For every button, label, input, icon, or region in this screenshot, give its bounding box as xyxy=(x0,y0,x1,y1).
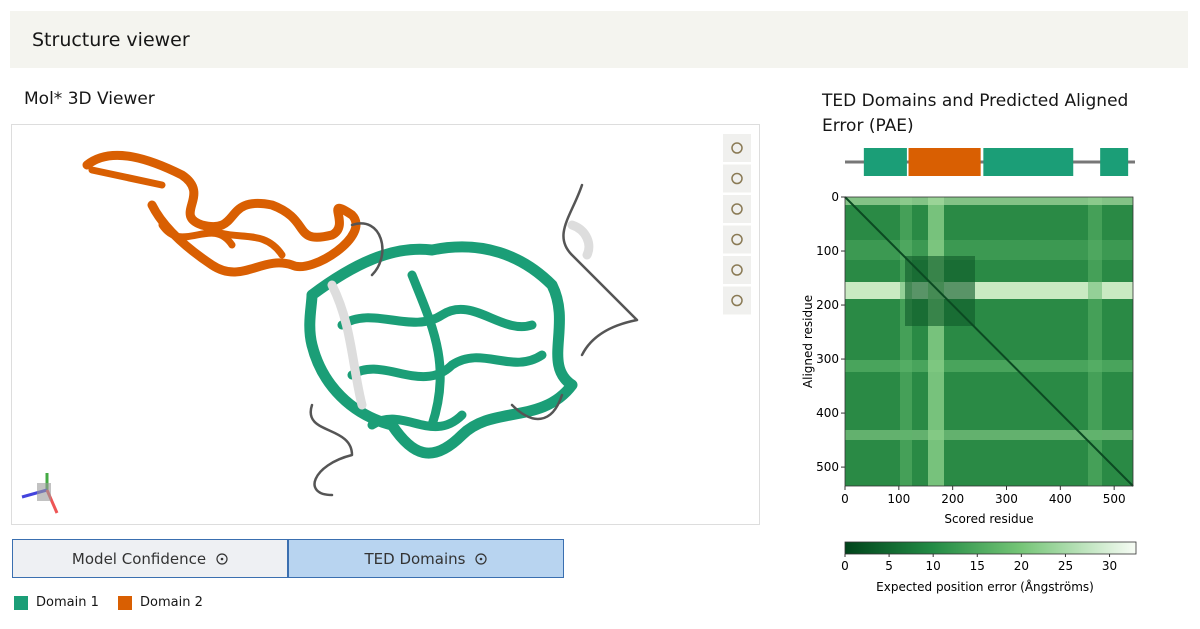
domain-2-ribbon xyxy=(88,166,286,259)
colorbar-tick-label: 10 xyxy=(926,559,941,573)
viewer-button[interactable] xyxy=(723,134,751,162)
button-icon xyxy=(731,203,743,215)
pae-title: TED Domains and Predicted Aligned Error … xyxy=(822,91,1129,136)
x-tick-label: 300 xyxy=(995,492,1018,506)
x-tick-label: 400 xyxy=(1049,492,1072,506)
viewer-title: Mol* 3D Viewer xyxy=(24,89,155,109)
colorbar-label: Expected position error (Ångströms) xyxy=(876,579,1094,594)
pae-heatmap xyxy=(844,196,1134,487)
axes-gizmo xyxy=(21,473,59,514)
button-icon xyxy=(731,233,743,246)
help-dot xyxy=(480,557,483,560)
y-tick-label: 400 xyxy=(816,406,839,420)
y-tick-label: 500 xyxy=(816,460,839,474)
button-icon xyxy=(731,264,743,276)
button-icon xyxy=(731,294,743,307)
button-icon xyxy=(731,172,743,185)
colorbar-tick-label: 0 xyxy=(841,559,849,573)
legend-label: Domain 2 xyxy=(140,595,203,610)
tab[interactable]: TED Domains xyxy=(288,539,564,578)
button-bg xyxy=(723,195,751,223)
legend-label: Domain 1 xyxy=(36,595,99,610)
colorbar-tick-label: 20 xyxy=(1014,559,1029,573)
button-bg xyxy=(723,256,751,284)
coil-ribbon xyxy=(327,220,594,410)
help-icon xyxy=(216,552,228,565)
viewer-button[interactable] xyxy=(723,164,751,193)
y-tick-label: 300 xyxy=(816,352,839,366)
domain-1-ribbon xyxy=(304,241,578,459)
help-circle xyxy=(475,552,488,565)
x-tick-label: 500 xyxy=(1103,492,1126,506)
x-tick-label: 0 xyxy=(841,492,849,506)
viewer-button[interactable] xyxy=(723,195,751,223)
colorbar-tick-label: 15 xyxy=(970,559,985,573)
legend-swatch xyxy=(118,595,132,610)
y-tick-label: 0 xyxy=(831,190,839,204)
legend-item: Domain 1 xyxy=(14,595,99,610)
button-bg xyxy=(723,225,751,254)
domain-2-ribbon xyxy=(82,150,361,277)
loop xyxy=(309,183,639,497)
colorbar-tick-label: 5 xyxy=(885,559,893,573)
viewer-button[interactable] xyxy=(723,286,751,315)
tab-label: TED Domains xyxy=(364,549,466,568)
viewer-button[interactable] xyxy=(723,225,751,254)
y-tick-label: 200 xyxy=(816,298,839,312)
button-bg xyxy=(723,164,751,193)
button-bg xyxy=(723,134,751,162)
mol-viewer[interactable] xyxy=(11,124,760,525)
domain-segment xyxy=(983,148,1074,176)
button-icon xyxy=(731,142,743,154)
header-title: Structure viewer xyxy=(32,29,190,51)
domain-segment xyxy=(908,148,981,176)
colorbar xyxy=(844,541,1137,555)
help-circle xyxy=(216,552,228,565)
tab[interactable]: Model Confidence xyxy=(12,539,288,578)
button-bg xyxy=(723,286,751,315)
legend-swatch xyxy=(14,595,28,610)
y-axis-label: Aligned residue xyxy=(801,295,815,388)
colorbar-tick-label: 30 xyxy=(1102,559,1117,573)
domain-segment xyxy=(1100,148,1129,176)
colorbar-tick-label: 25 xyxy=(1058,559,1073,573)
legend-item: Domain 2 xyxy=(118,595,203,610)
y-tick-label: 100 xyxy=(816,244,839,258)
molecule-view xyxy=(21,134,751,514)
x-axis-label: Scored residue xyxy=(944,512,1033,526)
header-bar: Structure viewer xyxy=(10,11,1188,68)
viewer-button[interactable] xyxy=(723,256,751,284)
domain-1-ribbon xyxy=(337,270,547,431)
domain-segment xyxy=(863,148,907,176)
tab-label: Model Confidence xyxy=(71,549,207,568)
x-tick-label: 100 xyxy=(887,492,910,506)
x-tick-label: 200 xyxy=(941,492,964,506)
help-icon xyxy=(475,552,488,565)
help-dot xyxy=(220,557,224,560)
